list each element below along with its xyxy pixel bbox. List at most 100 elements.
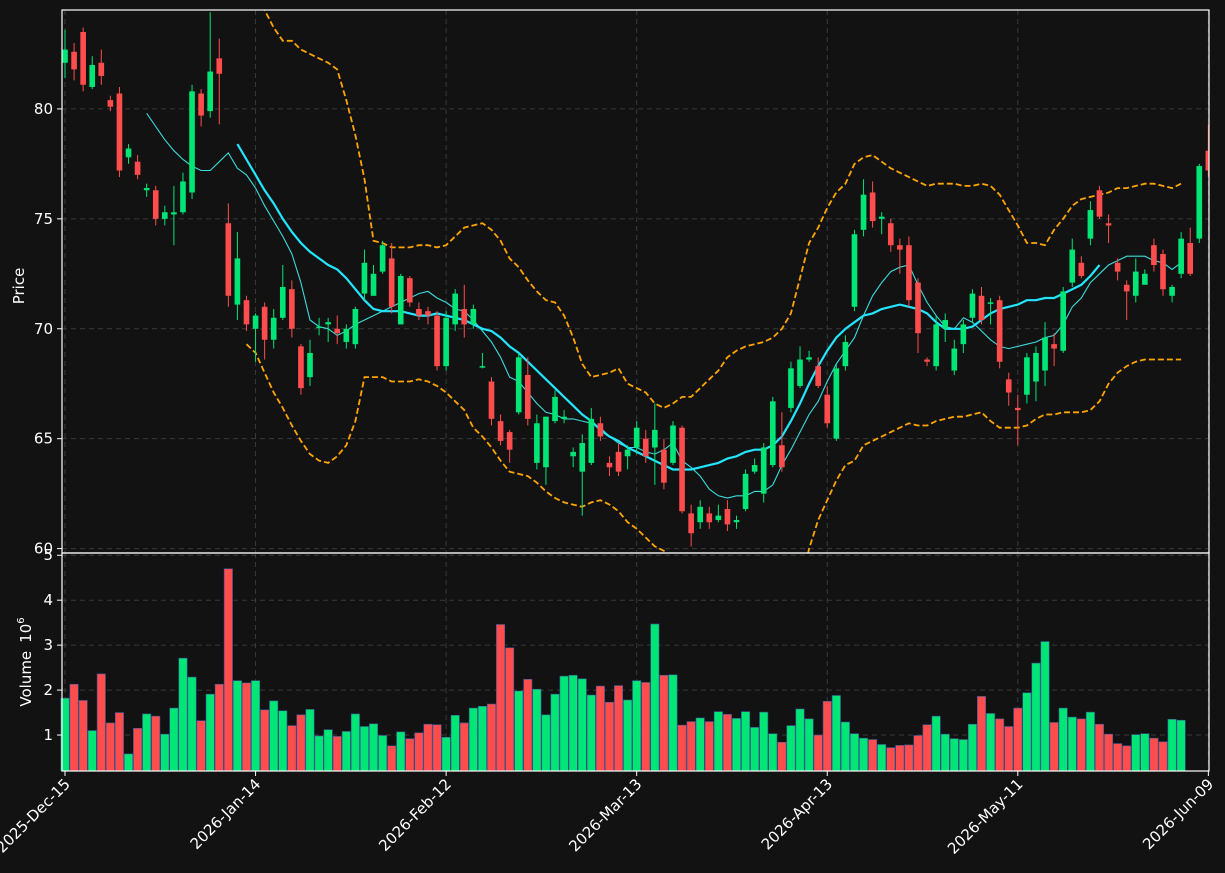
price-tick-label: 60 (34, 540, 53, 558)
candle-down (679, 427, 685, 512)
volume-bar (450, 714, 460, 772)
volume-bar (296, 714, 306, 772)
volume-scale-base: 10 (17, 624, 35, 643)
candle-down (71, 51, 77, 70)
candle-down (915, 282, 921, 334)
candle-up (397, 276, 404, 325)
candle-up (1196, 166, 1203, 239)
candle-up (742, 473, 749, 510)
volume-bar (868, 739, 878, 772)
candle-up (652, 429, 658, 448)
candle-down (1123, 284, 1130, 292)
volume-bar (595, 685, 605, 772)
candle-up (307, 352, 313, 378)
candle-up (878, 216, 885, 219)
volume-bar (977, 696, 986, 772)
volume-bar (859, 737, 869, 772)
volume-bar (341, 731, 351, 772)
volume-bar (650, 623, 660, 772)
volume-bar (586, 694, 596, 772)
candle-up (570, 451, 576, 457)
candle-up (62, 49, 68, 63)
volume-bar (659, 674, 669, 772)
volume-bar (223, 568, 233, 772)
volume-bar (142, 713, 152, 772)
volume-bar (1040, 641, 1050, 772)
volume-bar (124, 753, 133, 772)
candle-up (933, 324, 939, 367)
volume-bar (995, 718, 1005, 772)
price-tick-label: 80 (34, 100, 53, 118)
candle-down (243, 300, 250, 325)
candle-up (379, 245, 386, 272)
candle-up (1132, 271, 1139, 296)
candle-up (171, 212, 177, 215)
volume-bar (604, 701, 614, 772)
volume-bar (958, 739, 968, 772)
candle-down (107, 100, 114, 107)
volume-bar (986, 713, 996, 772)
x-tick-label: 2026-May-11 (944, 775, 1027, 858)
candle-up (670, 425, 676, 463)
volume-bar (532, 688, 542, 772)
candle-up (1024, 357, 1030, 395)
volume-label-text: Volume (17, 651, 35, 707)
volume-bar (523, 679, 533, 772)
candle-down (688, 513, 694, 534)
volume-bar (178, 657, 188, 772)
price-axis-label: Price (10, 268, 28, 305)
candle-up (534, 423, 540, 463)
volume-bar (1113, 743, 1123, 772)
volume-bar (1049, 722, 1059, 772)
bollinger-bands (245, 10, 1182, 553)
bollinger-upper-line (263, 10, 1182, 409)
candle-up (143, 188, 150, 191)
price-panel: 60 65 70 75 80 Price (10, 9, 1210, 558)
volume-bar (387, 745, 397, 772)
candle-down (1014, 407, 1021, 411)
candle-down (461, 308, 468, 325)
volume-bar (722, 714, 732, 772)
ma-slow-line (236, 143, 1101, 471)
candle-up (125, 148, 132, 158)
volume-bar (78, 700, 88, 772)
candle-down (80, 31, 86, 85)
candle-down (198, 93, 204, 116)
volume-bar (922, 724, 932, 772)
volume-bar (305, 709, 315, 772)
candle-up (234, 258, 241, 305)
candle-up (851, 234, 858, 307)
candle-down (116, 93, 123, 171)
volume-bar (1104, 733, 1114, 772)
volume-bar (432, 724, 442, 772)
candle-down (488, 381, 495, 419)
candle-up (543, 416, 549, 468)
volume-bar (750, 727, 760, 772)
candle-up (343, 328, 350, 342)
candle-down (152, 190, 159, 219)
price-panel-background (62, 10, 1209, 553)
volume-panel-frame (61, 552, 1210, 772)
candle-down (416, 308, 422, 316)
candle-down (887, 223, 894, 246)
candle-up (733, 520, 740, 523)
volume-bar (487, 703, 496, 772)
candle-down (1151, 245, 1157, 266)
volume-tick-label: 5 (43, 546, 53, 564)
volume-bar (541, 714, 551, 772)
candle-up (860, 194, 867, 230)
candle-up (788, 368, 794, 408)
candle-up (361, 262, 368, 294)
candle-down (261, 306, 268, 340)
candle-up (797, 359, 803, 386)
x-tick-label: 2025-Dec-15 (0, 775, 74, 856)
candle-down (869, 192, 876, 222)
volume-bar (677, 724, 687, 772)
volume-bar (214, 683, 224, 772)
candle-down (497, 421, 504, 441)
volume-bar (1149, 737, 1159, 772)
volume-bar (822, 701, 832, 772)
candle-up (162, 212, 168, 219)
volume-bar (423, 723, 433, 772)
volume-bar (840, 721, 850, 772)
